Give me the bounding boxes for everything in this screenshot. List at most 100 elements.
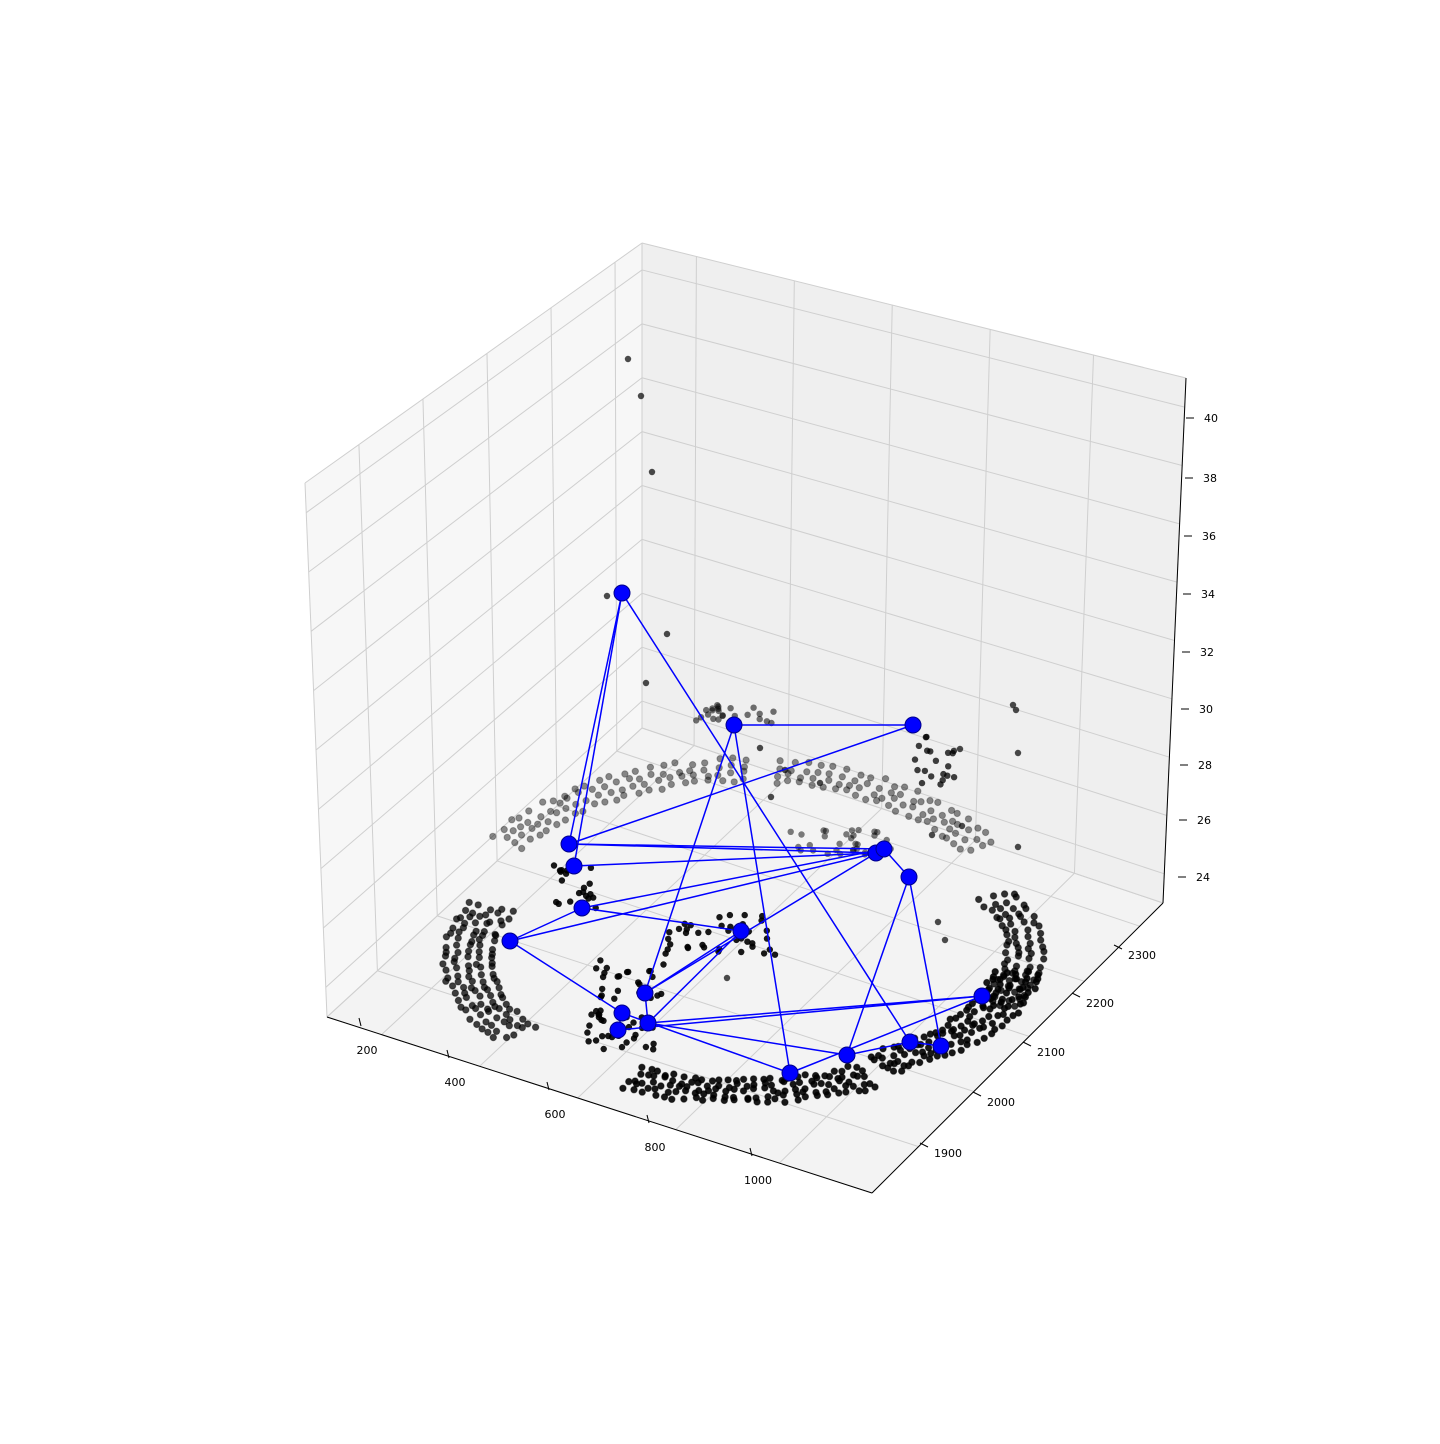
z-tick-label: 38 — [1203, 472, 1217, 485]
scatter-point — [756, 715, 763, 723]
x-axis-line — [326, 1016, 873, 1194]
scatter-point — [927, 748, 934, 755]
scatter-point — [961, 836, 969, 844]
scatter-point — [963, 1040, 971, 1049]
scatter-point — [459, 983, 468, 992]
scatter-point — [1002, 989, 1011, 997]
scatter-point — [848, 827, 856, 834]
path-node — [932, 1037, 950, 1055]
grid-floor-x — [479, 776, 789, 1067]
scatter-point — [957, 1038, 965, 1046]
scatter-point — [486, 906, 495, 914]
grid-floor-y — [437, 915, 975, 1092]
grid-floor-y — [556, 805, 1085, 982]
scatter-point — [825, 770, 833, 778]
scatter-point — [950, 840, 958, 848]
scatter-point — [760, 950, 768, 957]
scatter-point — [872, 796, 881, 805]
scatter-point — [947, 806, 956, 815]
scatter-point — [550, 862, 558, 869]
path-segment — [581, 907, 742, 932]
path-node — [565, 857, 583, 875]
scatter-point — [479, 978, 487, 986]
scatter-point — [937, 781, 944, 788]
scatter-point — [940, 818, 948, 826]
scatter-point — [1004, 982, 1012, 990]
scatter-point — [988, 1019, 997, 1028]
scatter-point — [675, 925, 683, 933]
scatter-point — [770, 708, 777, 715]
scatter-point — [498, 905, 506, 913]
scatter-point — [975, 895, 983, 904]
scatter-point — [477, 1000, 485, 1008]
scatter-point — [944, 1021, 952, 1030]
scatter-point — [661, 1073, 669, 1081]
path-node — [609, 1021, 627, 1039]
scatter-point — [660, 1093, 669, 1101]
scatter-point — [648, 1065, 656, 1074]
scatter-point — [454, 934, 462, 942]
scatter-point — [1001, 949, 1010, 957]
scatter-point — [699, 941, 706, 949]
scatter-point — [675, 1082, 684, 1091]
scatter-point — [861, 1087, 869, 1095]
scatter-point — [798, 831, 805, 838]
grid-floor-y — [616, 750, 1140, 927]
scatter-point — [850, 832, 857, 839]
x-tick-mark — [358, 1017, 362, 1027]
scatter-point — [719, 712, 726, 720]
scatter-point — [976, 1024, 984, 1033]
scatter-point — [664, 1088, 672, 1097]
scatter-points — [439, 355, 1048, 1107]
scatter-point — [932, 757, 940, 764]
scatter-point — [994, 1011, 1002, 1020]
scatter-point — [612, 778, 620, 786]
scatter-point — [500, 1018, 508, 1026]
scatter-point — [1003, 931, 1011, 939]
scatter-point — [454, 996, 463, 1005]
grid-left-z — [320, 592, 643, 870]
scatter-point — [476, 912, 484, 920]
scatter-point — [750, 704, 757, 711]
scatter-point — [978, 1017, 987, 1025]
scatter-point — [741, 911, 748, 919]
scatter-point — [552, 809, 561, 817]
scatter-point — [558, 877, 566, 884]
scatter-point — [464, 947, 473, 955]
scatter-point — [842, 1082, 850, 1090]
scatter-point — [871, 1083, 879, 1091]
scatter-point — [973, 835, 981, 844]
scatter-point — [831, 785, 840, 793]
scatter-point — [452, 964, 461, 972]
scatter-point — [607, 788, 615, 797]
scatter-point — [700, 1090, 708, 1098]
z-tick-label: 34 — [1201, 588, 1215, 601]
scatter-point — [600, 783, 609, 791]
scatter-point — [1002, 899, 1011, 907]
scatter-point — [890, 1052, 898, 1060]
scatter-point — [613, 796, 621, 804]
scatter-point — [497, 917, 505, 925]
scatter-point — [605, 772, 613, 781]
scatter-point — [505, 1005, 514, 1013]
scatter-point — [891, 807, 900, 815]
path-node — [875, 840, 893, 858]
scatter-point — [843, 831, 850, 838]
grid-back-z — [641, 242, 1187, 379]
scatter-point — [923, 817, 931, 826]
scatter-point — [928, 831, 936, 839]
scatter-point — [682, 929, 690, 937]
scatter-point — [996, 915, 1004, 923]
scatter-point — [472, 960, 481, 969]
x-tick-mark — [749, 1147, 753, 1157]
scatter-point — [910, 797, 918, 806]
scatter-point — [505, 915, 513, 923]
y-tick-mark — [972, 1091, 982, 1097]
scatter-point — [898, 1067, 906, 1075]
grid-floor-x — [381, 745, 695, 1035]
scatter-point — [884, 801, 893, 810]
scatter-point — [595, 1011, 602, 1018]
scatter-point — [1021, 971, 1030, 979]
scatter-point — [941, 936, 949, 944]
scatter-point — [557, 868, 564, 875]
